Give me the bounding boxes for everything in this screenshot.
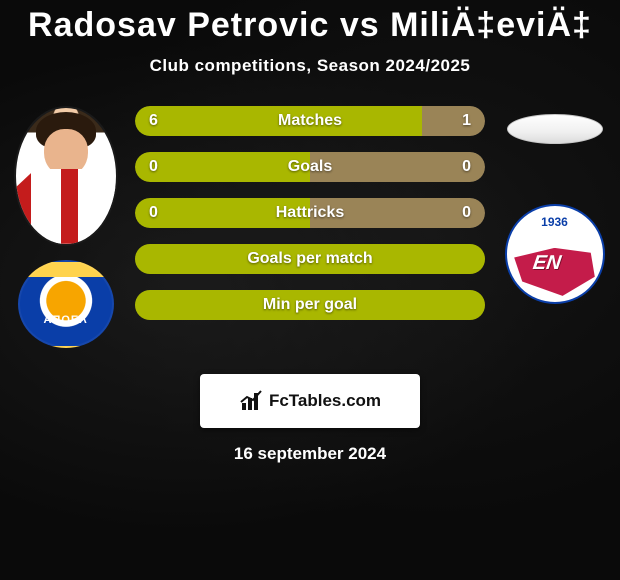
stat-label: Min per goal bbox=[135, 290, 485, 320]
stat-label: Goals bbox=[135, 152, 485, 182]
brand-text: FcTables.com bbox=[269, 391, 381, 411]
chart-icon bbox=[239, 389, 263, 413]
stat-label: Goals per match bbox=[135, 244, 485, 274]
left-player-column: ΑΠΟΕΛ bbox=[8, 106, 123, 348]
stat-row: 61Matches bbox=[135, 106, 485, 136]
brand-card[interactable]: FcTables.com bbox=[200, 374, 420, 428]
right-club-year: 1936 bbox=[507, 215, 603, 229]
comparison-panel: ΑΠΟΕΛ 1936 EN 61Matches 00Goals 00Hattrick… bbox=[0, 106, 620, 356]
date-line: 16 september 2024 bbox=[0, 444, 620, 464]
stat-label: Hattricks bbox=[135, 198, 485, 228]
page-title: Radosav Petrovic vs MiliÄ‡eviÄ‡ bbox=[0, 0, 620, 44]
right-player-portrait bbox=[507, 114, 603, 144]
stat-row: Min per goal bbox=[135, 290, 485, 320]
stat-row: 00Goals bbox=[135, 152, 485, 182]
right-club-badge: 1936 EN bbox=[505, 204, 605, 304]
left-player-portrait bbox=[14, 106, 118, 246]
stat-row: 00Hattricks bbox=[135, 198, 485, 228]
left-club-tag: ΑΠΟΕΛ bbox=[20, 314, 112, 326]
stat-label: Matches bbox=[135, 106, 485, 136]
stat-row: Goals per match bbox=[135, 244, 485, 274]
right-club-tag: EN bbox=[532, 252, 563, 275]
left-club-badge: ΑΠΟΕΛ bbox=[18, 260, 114, 348]
right-player-column: 1936 EN bbox=[497, 106, 612, 304]
page-subtitle: Club competitions, Season 2024/2025 bbox=[0, 56, 620, 76]
stat-bars: 61Matches 00Goals 00Hattricks Goals per mat… bbox=[135, 106, 485, 336]
